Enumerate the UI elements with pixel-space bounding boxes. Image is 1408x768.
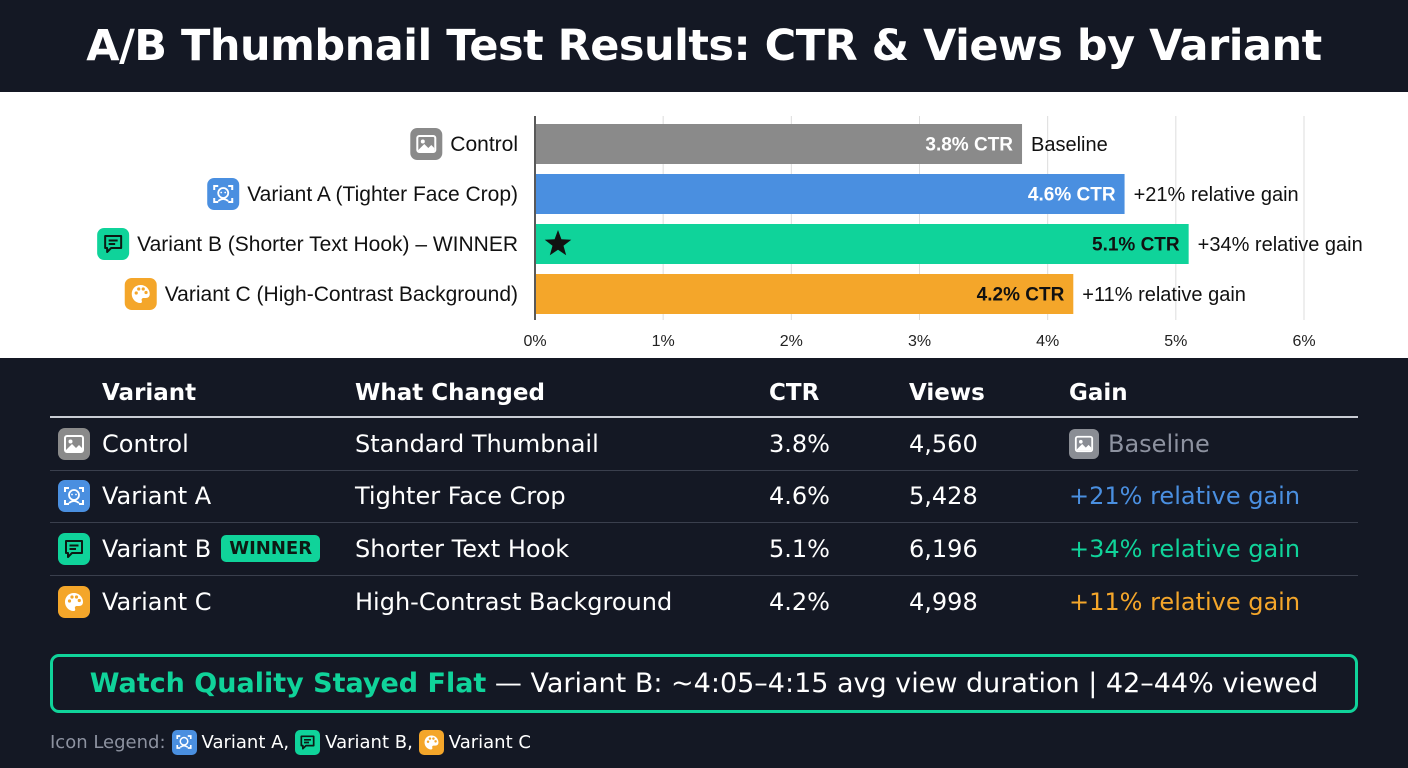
gain-value: Baseline xyxy=(1108,429,1210,458)
table-row: Variant A Tighter Face Crop 4.6% 5,428 +… xyxy=(50,471,1358,523)
bar-value-label: 3.8% CTR xyxy=(925,135,1013,156)
bar xyxy=(536,224,1189,264)
ctr-value: 5.1% xyxy=(769,534,830,563)
bar-annotation: +21% relative gain xyxy=(1134,184,1299,206)
bar xyxy=(536,174,1125,214)
chat-icon xyxy=(295,729,321,755)
x-tick-label: 6% xyxy=(1292,333,1315,350)
bar xyxy=(536,274,1074,314)
chat-icon-glyph xyxy=(104,235,123,253)
x-tick-label: 3% xyxy=(908,333,931,350)
views-value: 4,560 xyxy=(909,429,978,458)
what-changed: Shorter Text Hook xyxy=(355,534,570,563)
table-row: Variant B WINNER Shorter Text Hook 5.1% … xyxy=(50,523,1358,576)
chat-icon xyxy=(58,532,90,565)
image-icon xyxy=(58,427,90,460)
legend-item-variant-c: Variant C xyxy=(418,729,531,755)
gain-value: +21% relative gain xyxy=(1069,482,1301,511)
page-title: A/B Thumbnail Test Results: CTR & Views … xyxy=(86,21,1322,71)
ctr-value: 3.8% xyxy=(769,429,830,458)
palette-icon-glyph xyxy=(131,285,150,303)
header-gain: Gain xyxy=(1069,380,1128,406)
callout-highlight: Watch Quality Stayed Flat xyxy=(89,668,487,699)
face-icon xyxy=(171,729,197,755)
winner-badge: WINNER xyxy=(221,535,321,563)
table-header: Variant What Changed CTR Views Gain xyxy=(50,370,1358,418)
variant-name: Variant B xyxy=(102,534,212,563)
icon-legend: Icon Legend: Variant A, Variant B, Varia… xyxy=(50,729,531,755)
ctr-bar-chart: 0% 1% 2% 3% 4% 5% 6% 3.8% CTR Baseline Control 4.6… xyxy=(97,116,1363,350)
x-tick-label: 4% xyxy=(1036,333,1059,350)
variant-name: Variant A xyxy=(102,482,212,511)
ctr-value: 4.2% xyxy=(769,587,830,616)
header-ctr: CTR xyxy=(769,380,820,406)
gain-value: +11% relative gain xyxy=(1069,587,1301,616)
what-changed: Standard Thumbnail xyxy=(355,429,599,458)
legend-item-variant-a: Variant A, xyxy=(171,729,289,755)
title-bar: A/B Thumbnail Test Results: CTR & Views … xyxy=(0,0,1408,92)
x-tick-label: 5% xyxy=(1164,333,1187,350)
ctr-value: 4.6% xyxy=(769,482,830,511)
bar-annotation: Baseline xyxy=(1031,134,1108,156)
bar-value-label: 4.6% CTR xyxy=(1028,185,1116,206)
face-icon xyxy=(58,480,90,513)
legend-item-variant-b: Variant B, xyxy=(295,729,413,755)
table-row: Variant C High-Contrast Background 4.2% … xyxy=(50,576,1358,629)
callout-text: — Variant B: ~4:05–4:15 avg view duratio… xyxy=(486,668,1319,699)
star-icon xyxy=(544,230,572,256)
gain-value: +34% relative gain xyxy=(1069,534,1301,563)
bar-chart-panel: 0% 1% 2% 3% 4% 5% 6% 3.8% CTR Baseline Control 4.6… xyxy=(0,92,1408,358)
bar-annotation: +11% relative gain xyxy=(1082,284,1246,306)
watch-quality-callout: Watch Quality Stayed Flat — Variant B: ~… xyxy=(50,654,1358,713)
views-value: 5,428 xyxy=(909,482,978,511)
bar-annotation: +34% relative gain xyxy=(1198,234,1363,256)
what-changed: High-Contrast Background xyxy=(355,587,673,616)
image-icon xyxy=(1069,428,1099,459)
category-label: Variant B (Shorter Text Hook) – WINNER xyxy=(137,233,518,256)
header-variant: Variant xyxy=(102,380,197,406)
image-icon-glyph xyxy=(416,135,437,153)
image-icon xyxy=(410,128,443,160)
x-tick-label: 0% xyxy=(523,333,546,350)
face-icon-glyph xyxy=(213,185,234,203)
bar-value-label: 5.1% CTR xyxy=(1092,235,1180,256)
header-views: Views xyxy=(909,380,985,406)
face-icon xyxy=(207,178,240,210)
legend-label: Icon Legend: xyxy=(50,731,166,753)
results-table: Variant What Changed CTR Views Gain Cont… xyxy=(50,370,1358,628)
variant-name: Control xyxy=(102,429,189,458)
x-tick-label: 1% xyxy=(652,333,675,350)
views-value: 4,998 xyxy=(909,587,978,616)
what-changed: Tighter Face Crop xyxy=(355,482,566,511)
bar-value-label: 4.2% CTR xyxy=(977,285,1065,306)
category-label: Variant C (High-Contrast Background) xyxy=(165,283,518,306)
bar xyxy=(536,124,1023,164)
category-label: Control xyxy=(450,133,518,156)
palette-icon xyxy=(58,585,90,618)
views-value: 6,196 xyxy=(909,534,978,563)
x-tick-label: 2% xyxy=(780,333,803,350)
header-what-changed: What Changed xyxy=(355,380,545,406)
table-row: Control Standard Thumbnail 3.8% 4,560 Ba… xyxy=(50,418,1358,471)
category-label: Variant A (Tighter Face Crop) xyxy=(247,183,518,206)
variant-name: Variant C xyxy=(102,587,212,616)
palette-icon xyxy=(418,729,444,755)
